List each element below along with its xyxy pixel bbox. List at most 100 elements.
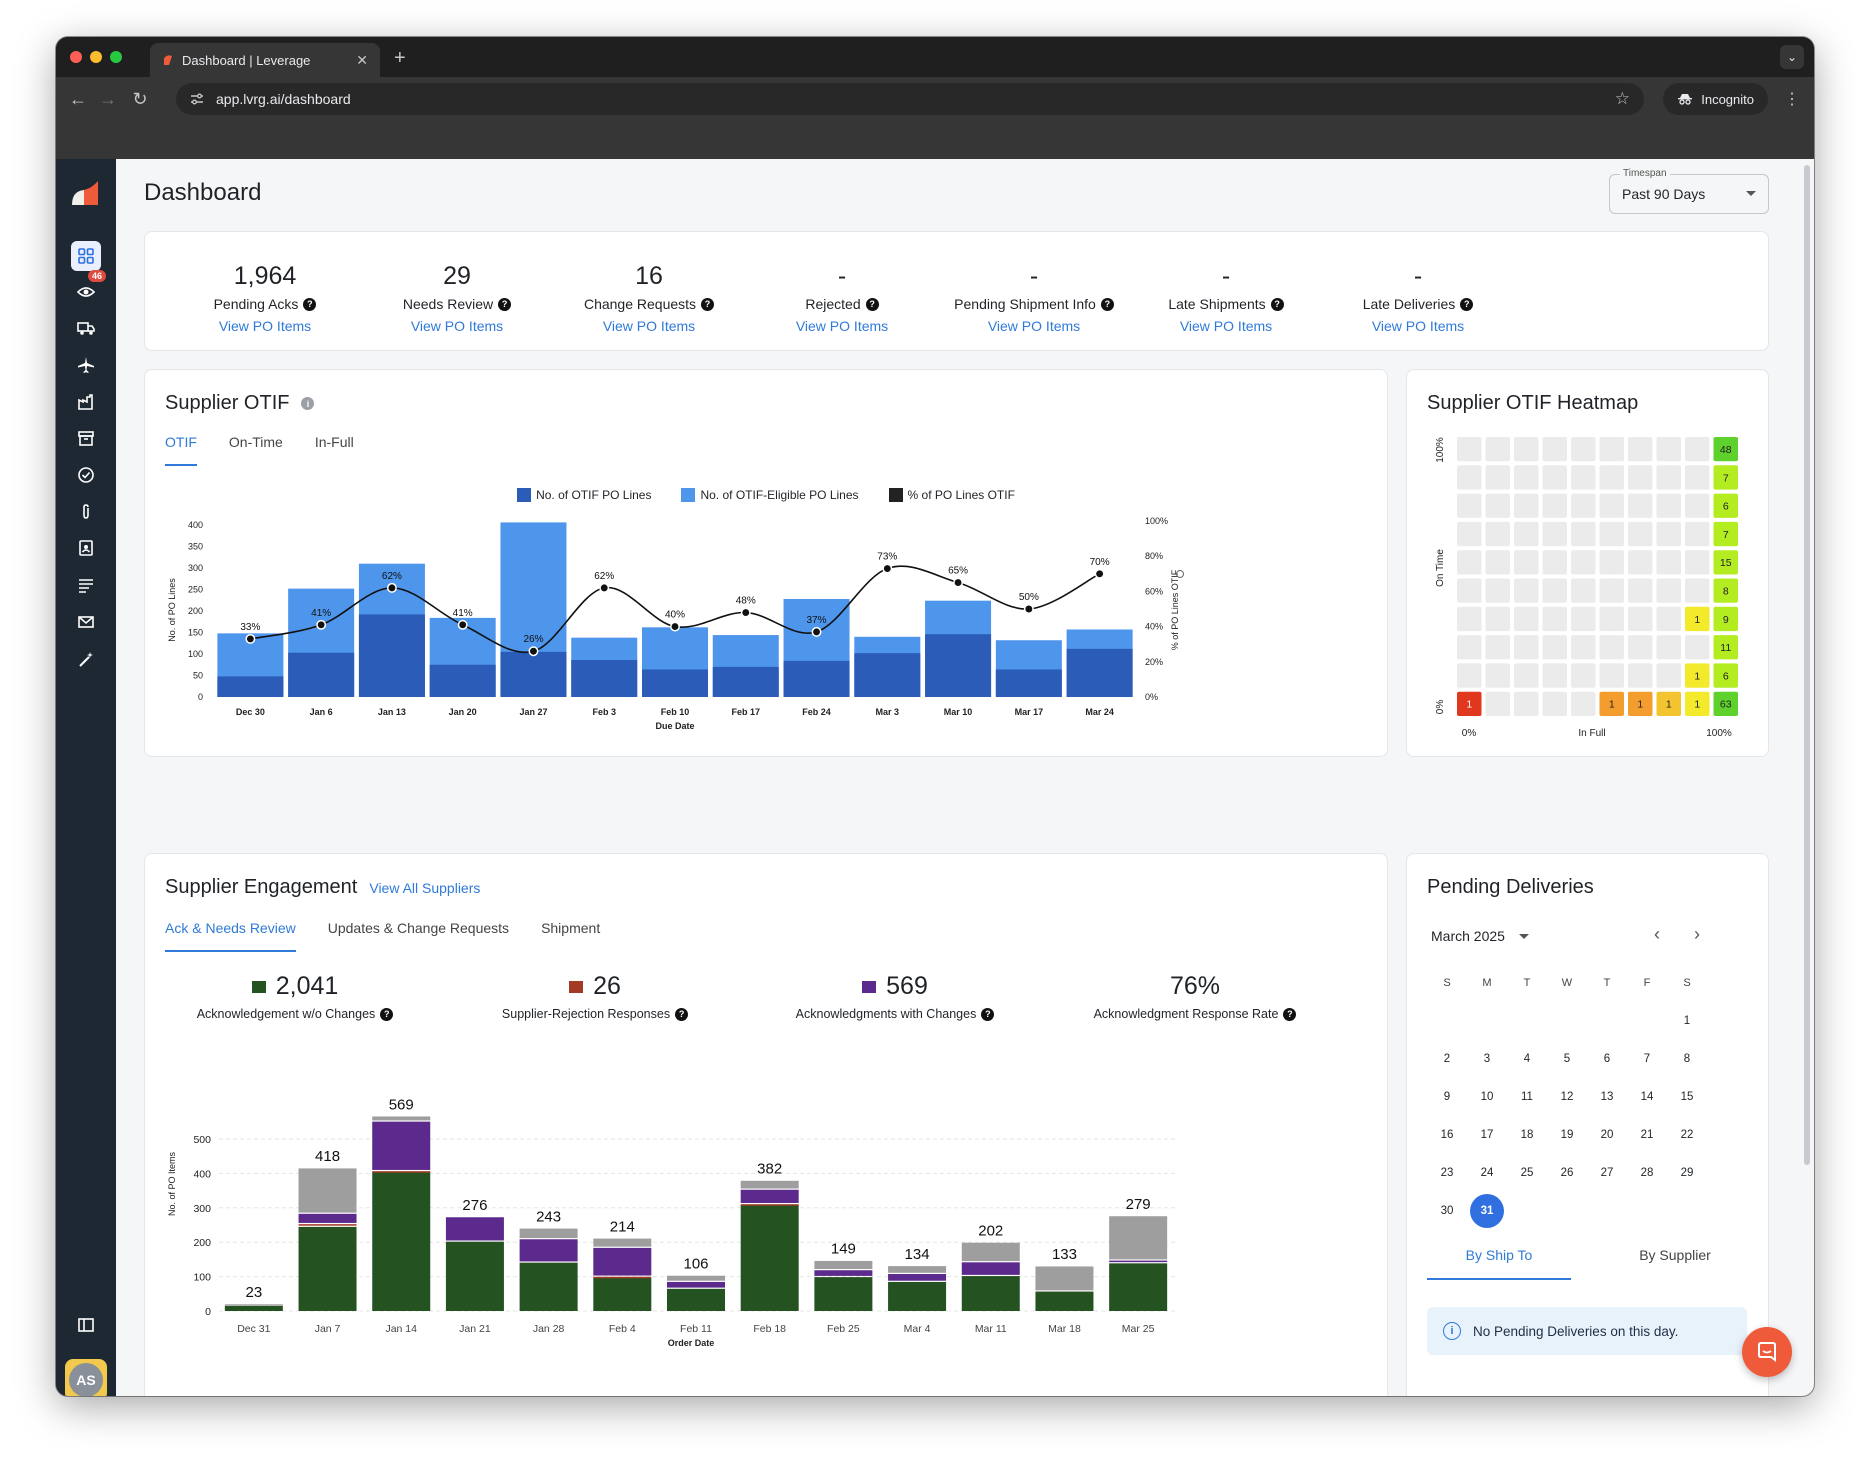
calendar-day[interactable]: 19 — [1547, 1129, 1587, 1141]
otif-bar[interactable] — [783, 660, 850, 697]
engagement-bar-segment[interactable] — [298, 1224, 357, 1226]
engagement-bar-segment[interactable] — [372, 1116, 431, 1121]
help-icon[interactable]: ? — [865, 297, 879, 311]
otif-bar[interactable] — [712, 666, 779, 697]
calendar-day[interactable]: 23 — [1427, 1167, 1467, 1179]
engagement-bar-segment[interactable] — [740, 1189, 799, 1203]
view-po-items-link[interactable]: View PO Items — [1179, 318, 1273, 334]
heatmap-cell[interactable] — [1713, 578, 1739, 603]
engagement-bar-segment[interactable] — [224, 1306, 283, 1311]
calendar-day[interactable]: 27 — [1587, 1167, 1627, 1179]
tab-close-icon[interactable]: ✕ — [356, 51, 368, 68]
view-po-items-link[interactable]: View PO Items — [795, 318, 889, 334]
calendar-day[interactable]: 16 — [1427, 1129, 1467, 1141]
engagement-bar-segment[interactable] — [1109, 1263, 1168, 1311]
calendar-day[interactable]: 26 — [1547, 1167, 1587, 1179]
engagement-bar-segment[interactable] — [814, 1277, 873, 1311]
engagement-bar-segment[interactable] — [740, 1180, 799, 1189]
engagement-bar-segment[interactable] — [519, 1239, 578, 1262]
calendar-day[interactable]: 7 — [1627, 1053, 1667, 1065]
tab-search-chevron-icon[interactable]: ⌄ — [1780, 45, 1804, 69]
new-tab-icon[interactable]: + — [394, 47, 406, 69]
otif-percent-point[interactable] — [740, 607, 751, 618]
otif-percent-point[interactable] — [1023, 604, 1034, 614]
engagement-bar-segment[interactable] — [961, 1276, 1020, 1311]
engagement-bar-segment[interactable] — [961, 1242, 1020, 1262]
heatmap-cell[interactable] — [1713, 550, 1739, 575]
otif-bar[interactable] — [288, 652, 355, 697]
engagement-bar-segment[interactable] — [372, 1171, 431, 1311]
calendar-day[interactable]: 31 — [1467, 1194, 1507, 1228]
engagement-bar-segment[interactable] — [961, 1262, 1020, 1275]
engagement-bar-segment[interactable] — [372, 1171, 431, 1173]
forward-arrow-icon[interactable]: → — [99, 88, 117, 109]
engagement-bar-segment[interactable] — [519, 1228, 578, 1239]
calendar-day[interactable]: 11 — [1507, 1091, 1547, 1103]
tab-on-time[interactable]: On-Time — [228, 434, 283, 450]
heatmap-cell[interactable] — [1457, 691, 1482, 716]
view-po-items-link[interactable]: View PO Items — [1371, 318, 1465, 334]
help-icon[interactable]: ? — [380, 1007, 394, 1021]
incognito-indicator[interactable]: Incognito — [1663, 83, 1768, 115]
browser-tab[interactable]: Dashboard | Leverage ✕ — [150, 43, 380, 77]
engagement-bar-segment[interactable] — [593, 1238, 652, 1247]
heatmap-cell[interactable] — [1685, 691, 1710, 716]
otif-bar[interactable] — [571, 660, 638, 697]
engagement-bar-segment[interactable] — [372, 1121, 431, 1170]
otif-percent-point[interactable] — [811, 626, 822, 637]
calendar-day[interactable]: 3 — [1467, 1053, 1507, 1065]
nav-mail-icon[interactable] — [71, 607, 101, 637]
page-scrollbar[interactable] — [1804, 165, 1810, 1165]
heatmap-cell[interactable] — [1713, 663, 1739, 688]
engagement-bar-segment[interactable] — [445, 1217, 504, 1241]
tab-ack-needs-review[interactable]: Ack & Needs Review — [165, 920, 296, 952]
help-icon[interactable]: ? — [1270, 297, 1284, 311]
heatmap-cell[interactable] — [1713, 635, 1739, 660]
bookmark-star-icon[interactable]: ☆ — [1614, 89, 1630, 108]
user-avatar[interactable]: AS — [65, 1359, 107, 1396]
engagement-bar-segment[interactable] — [814, 1260, 873, 1270]
calendar-day[interactable]: 28 — [1627, 1167, 1667, 1179]
calendar-day[interactable]: 21 — [1627, 1129, 1667, 1141]
otif-percent-point[interactable] — [457, 619, 468, 630]
calendar-day[interactable]: 8 — [1667, 1053, 1707, 1065]
close-window-button[interactable] — [70, 51, 82, 63]
engagement-bar-segment[interactable] — [667, 1281, 725, 1288]
tab-otif[interactable]: OTIF — [165, 434, 197, 466]
otif-percent-point[interactable] — [599, 582, 610, 593]
calendar-day[interactable]: 10 — [1467, 1091, 1507, 1103]
chevron-right-icon[interactable]: › — [1694, 924, 1700, 944]
legend-item[interactable]: No. of OTIF-Eligible PO Lines — [681, 488, 859, 502]
otif-percent-point[interactable] — [245, 633, 256, 644]
engagement-bar-segment[interactable] — [667, 1288, 725, 1311]
engagement-bar-segment[interactable] — [888, 1266, 947, 1273]
view-all-suppliers-link[interactable]: View All Suppliers — [369, 879, 481, 896]
nav-factory-icon[interactable] — [71, 387, 101, 417]
calendar-day[interactable]: 14 — [1627, 1091, 1667, 1103]
otif-bar[interactable] — [925, 634, 992, 697]
engagement-bar-segment[interactable] — [298, 1168, 357, 1213]
otif-percent-point[interactable] — [953, 577, 964, 588]
nav-dashboard-icon[interactable] — [71, 241, 101, 271]
engagement-bar-segment[interactable] — [1109, 1216, 1168, 1260]
otif-bar[interactable] — [1066, 648, 1133, 697]
nav-contact-card-icon[interactable] — [71, 533, 101, 563]
site-settings-icon[interactable] — [190, 92, 204, 106]
otif-percent-point[interactable] — [528, 646, 539, 657]
otif-bar[interactable] — [995, 669, 1062, 697]
heatmap-cell[interactable] — [1599, 691, 1625, 716]
calendar-day[interactable]: 1 — [1667, 1015, 1707, 1027]
help-icon[interactable]: ? — [701, 297, 715, 311]
heatmap-cell[interactable] — [1628, 691, 1653, 716]
heatmap-cell[interactable] — [1713, 465, 1739, 490]
nav-list-document-icon[interactable] — [71, 570, 101, 600]
otif-bar[interactable] — [642, 669, 708, 697]
nav-attachment-clip-icon[interactable] — [71, 497, 101, 527]
reload-icon[interactable]: ↻ — [132, 88, 148, 109]
otif-percent-point[interactable] — [882, 563, 893, 574]
calendar-day[interactable]: 29 — [1667, 1167, 1707, 1179]
heatmap-cell[interactable] — [1656, 691, 1682, 716]
engagement-bar-segment[interactable] — [298, 1226, 357, 1311]
engagement-bar-segment[interactable] — [593, 1277, 652, 1311]
engagement-bar-segment[interactable] — [740, 1205, 799, 1311]
